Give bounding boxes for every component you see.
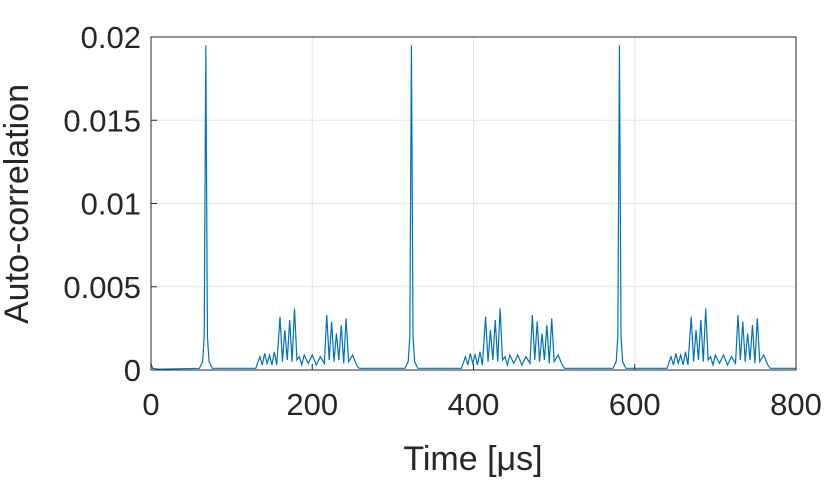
- x-tick-label: 0: [142, 387, 159, 422]
- y-tick-label: 0.02: [81, 20, 141, 55]
- x-tick-label: 200: [286, 387, 338, 422]
- y-tick-label: 0.015: [63, 103, 141, 138]
- x-tick-label: 400: [448, 387, 500, 422]
- y-tick-label: 0: [124, 353, 141, 388]
- y-tick-label: 0.01: [81, 187, 141, 222]
- x-axis-label: Time [μs]: [403, 440, 542, 478]
- data-line: [150, 45, 796, 370]
- plot-frame: [150, 36, 797, 371]
- y-tick-label: 0.005: [63, 270, 141, 305]
- x-tick-label: 600: [609, 387, 661, 422]
- y-axis-label: Auto-correlation: [0, 84, 36, 324]
- x-tick-label: 800: [770, 387, 822, 422]
